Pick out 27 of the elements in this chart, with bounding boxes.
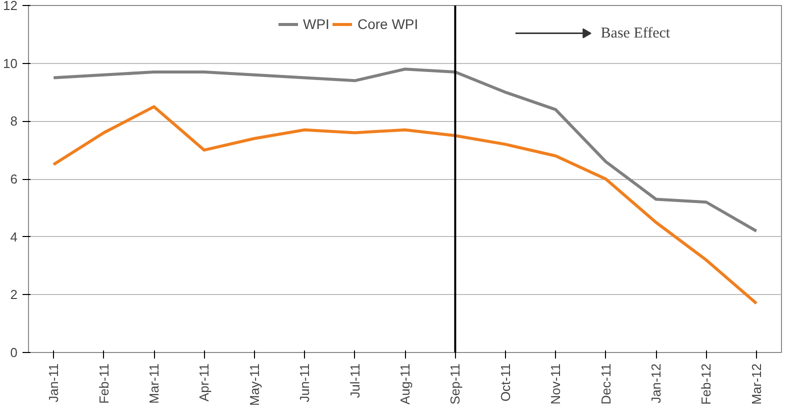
- line-series: [52, 105, 758, 305]
- legend-label: Core WPI: [357, 16, 418, 32]
- x-tick-label: Jan-11: [46, 363, 62, 402]
- x-tick-label: Jul-11: [347, 363, 362, 398]
- y-tick-label: 2: [10, 287, 18, 302]
- annotation: Base Effect: [600, 25, 671, 42]
- y-tick-label: 0: [10, 345, 18, 360]
- x-tick-label: Dec-11: [598, 363, 614, 404]
- x-tick-label: Mar-11: [146, 363, 162, 404]
- x-tick-label: Mar-12: [748, 363, 764, 405]
- x-tick-label: May-11: [246, 363, 262, 406]
- legend-label: WPI: [303, 16, 330, 32]
- y-tick-label: 4: [10, 229, 18, 244]
- line-series: [52, 68, 758, 233]
- x-tick-label: Oct-11: [498, 363, 513, 402]
- x-tick-label: Jan-12: [648, 364, 664, 404]
- y-tick-label: 8: [10, 114, 18, 129]
- y-tick-label: 10: [3, 56, 18, 71]
- x-tick-label: Sep-11: [448, 363, 463, 404]
- x-tick-label: Nov-11: [548, 363, 564, 404]
- x-tick-label: Feb-11: [96, 363, 112, 404]
- x-tick-label: Aug-11: [398, 363, 412, 404]
- x-tick-label: Feb-12: [698, 363, 714, 405]
- y-tick-label: 6: [10, 172, 18, 186]
- x-tick-label: Jun-11: [297, 363, 312, 402]
- x-tick-label: Apr-11: [196, 363, 212, 402]
- y-tick-label: 12: [3, 0, 18, 13]
